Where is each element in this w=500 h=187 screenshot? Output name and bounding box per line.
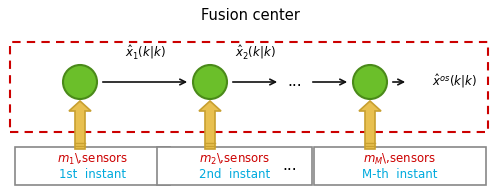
Text: Fusion center: Fusion center	[200, 8, 300, 23]
Circle shape	[63, 65, 97, 99]
FancyArrow shape	[69, 101, 91, 149]
FancyBboxPatch shape	[314, 147, 486, 185]
Text: $\hat{x}^{os}(k|k)$: $\hat{x}^{os}(k|k)$	[432, 72, 477, 90]
Text: ...: ...	[282, 159, 298, 174]
Circle shape	[353, 65, 387, 99]
Text: ...: ...	[288, 73, 302, 88]
FancyBboxPatch shape	[15, 147, 170, 185]
FancyBboxPatch shape	[157, 147, 312, 185]
Text: $\hat{x}_1(k|k)$: $\hat{x}_1(k|k)$	[124, 43, 166, 61]
Text: $m_2$\,sensors: $m_2$\,sensors	[199, 152, 270, 167]
Text: 1st  instant: 1st instant	[59, 168, 126, 181]
Text: M-th  instant: M-th instant	[362, 168, 438, 181]
FancyArrow shape	[359, 101, 381, 149]
Text: 2nd  instant: 2nd instant	[199, 168, 270, 181]
Text: $\hat{x}_2(k|k)$: $\hat{x}_2(k|k)$	[234, 43, 276, 61]
FancyArrow shape	[199, 101, 221, 149]
Text: $m_M$\,sensors: $m_M$\,sensors	[364, 152, 436, 167]
FancyBboxPatch shape	[10, 42, 488, 132]
Text: $m_1$\,sensors: $m_1$\,sensors	[57, 152, 128, 167]
Circle shape	[193, 65, 227, 99]
